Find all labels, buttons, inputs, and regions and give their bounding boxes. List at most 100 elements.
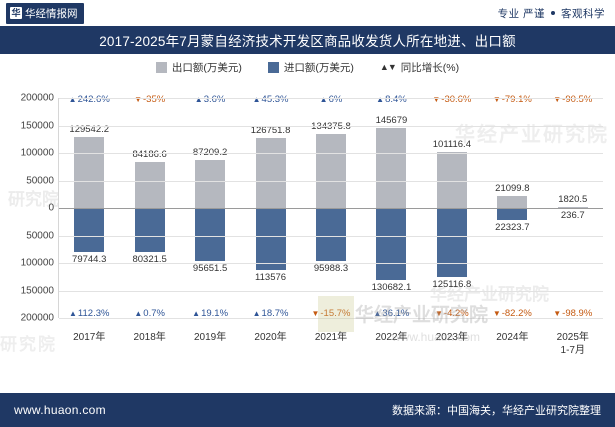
growth-value-text: 19.1%: [201, 308, 229, 319]
growth-value-text: -90.5%: [562, 94, 593, 105]
chart-title: 2017-2025年7月蒙自经济技术开发区商品收发货人所在地进、出口额: [0, 26, 615, 54]
x-axis-label-group: 2024年: [496, 332, 528, 345]
triangle-up-icon: ▲: [252, 308, 261, 318]
export-bar[interactable]: [195, 160, 226, 208]
bar-column[interactable]: 126751.8 113576 ▲ 45.3% ▲ 18.7% 2020年: [240, 94, 300, 343]
legend-label-export: 出口额(万美元): [171, 61, 242, 74]
triangle-up-icon: ▲: [134, 308, 143, 318]
triangle-down-icon: ▼: [492, 308, 501, 318]
export-value-label: 1820.5: [558, 193, 588, 205]
bar-column[interactable]: 87209.2 95651.5 ▲ 3.6% ▲ 19.1% 2019年: [180, 94, 240, 343]
export-growth-label: ▲ 8.4%: [376, 94, 407, 105]
y-axis-tick-label: 200000: [20, 92, 54, 104]
export-value-label: 101116.4: [432, 139, 471, 151]
growth-value-text: 18.7%: [261, 308, 289, 319]
x-axis-tick-label: 2023年: [435, 332, 468, 343]
top-bar: 华 华经情报网 专业 严谨 客观科学: [0, 0, 615, 26]
triangle-up-icon: ▲: [68, 94, 77, 104]
x-axis-tick-label: 2024年: [496, 332, 529, 343]
export-bar[interactable]: [436, 152, 467, 208]
import-value-label: 95988.3: [313, 262, 349, 274]
import-bar[interactable]: [436, 208, 467, 277]
growth-value-text: 0.7%: [143, 308, 165, 319]
growth-value-text: 112.3%: [77, 308, 110, 319]
tagline-1: 专业 严谨: [497, 7, 545, 20]
triangle-up-icon: ▲: [252, 94, 261, 104]
bar-column[interactable]: 101116.4 125116.8 ▼ -30.6% ▼ -4.2% 2023年: [422, 94, 482, 343]
import-value-label: 22323.7: [495, 222, 530, 234]
import-bar[interactable]: [195, 208, 226, 261]
import-value-label: 236.7: [560, 210, 585, 222]
y-axis-tick-label: 150000: [20, 285, 54, 296]
import-bar[interactable]: [74, 208, 105, 252]
import-value-label: 125116.8: [432, 278, 472, 290]
x-axis-label-group: 2025年 1-7月: [557, 332, 589, 357]
import-bar[interactable]: [497, 208, 528, 221]
x-axis-label-group: 2021年: [315, 332, 347, 345]
import-bar[interactable]: [376, 208, 407, 280]
bar-column[interactable]: 145679 130682.1 ▲ 8.4% ▲ 36.1% 2022年: [361, 94, 421, 343]
export-bar[interactable]: [134, 161, 165, 208]
legend-item-import[interactable]: 进口额(万美元): [267, 60, 354, 75]
gridline: [59, 98, 603, 99]
growth-value-text: -35%: [143, 94, 166, 105]
import-bar[interactable]: [255, 208, 286, 271]
export-growth-label: ▲ 45.3%: [253, 94, 289, 105]
import-value-label: 80321.5: [132, 254, 167, 266]
x-axis-tick-label: 2021年: [314, 332, 348, 343]
export-value-label: 145679: [375, 114, 408, 126]
x-axis-tick-sublabel: 1-7月: [560, 344, 585, 356]
import-growth-label: ▼ -82.2%: [493, 308, 532, 319]
growth-value-text: -79.1%: [501, 94, 532, 105]
growth-value-text: 45.3%: [261, 94, 289, 105]
triangle-down-icon: ▼: [492, 94, 501, 104]
x-axis-tick-label: 2022年: [375, 332, 408, 343]
bar-column[interactable]: 84186.6 80321.5 ▼ -35% ▲ 0.7% 2018年: [119, 94, 179, 343]
triangle-up-icon: ▲: [69, 308, 77, 318]
legend-item-growth[interactable]: ▲▼ 同比增长(%): [380, 60, 459, 75]
legend-label-import: 进口额(万美元): [283, 61, 354, 74]
import-value-label: 130682.1: [371, 281, 412, 293]
footer-site[interactable]: www.huaon.com: [14, 403, 106, 417]
import-bar[interactable]: [134, 208, 165, 253]
gridline: [59, 263, 603, 264]
triangle-marker-icon: ▲▼: [379, 62, 397, 72]
export-growth-label: ▼ -35%: [134, 94, 165, 105]
export-bar[interactable]: [255, 138, 286, 208]
gridline: [59, 318, 603, 319]
bar-group: 129542.2 79744.3 ▲ 242.6% ▲ 112.3% 2017年 84186.…: [59, 94, 603, 356]
growth-value-text: -30.6%: [441, 94, 472, 105]
bar-column[interactable]: 129542.2 79744.3 ▲ 242.6% ▲ 112.3% 2017年: [59, 94, 119, 343]
footer-source: 数据来源：中国海关，华经产业研究院整理: [392, 405, 601, 417]
export-bar[interactable]: [497, 196, 528, 208]
bar-column[interactable]: 134375.8 95988.3 ▲ 6% ▼ -15.7% 2021年: [301, 94, 361, 343]
bar-column[interactable]: 1820.5 236.7 ▼ -90.5% ▼ -98.9% 2025年 1-7月: [543, 94, 603, 356]
triangle-down-icon: ▼: [311, 308, 320, 318]
triangle-down-icon: ▼: [134, 94, 143, 104]
x-axis-label-group: 2018年: [134, 332, 166, 345]
gridline: [59, 153, 603, 154]
export-bar[interactable]: [557, 206, 588, 208]
y-axis-tick-label: 200000: [20, 312, 54, 324]
export-growth-label: ▼ -90.5%: [553, 94, 592, 105]
import-growth-label: ▲ 19.1%: [192, 308, 228, 319]
x-axis-label-group: 2017年: [73, 332, 105, 345]
tagline: 专业 严谨 客观科学: [498, 6, 605, 21]
triangle-down-icon: ▼: [432, 94, 441, 104]
export-bar[interactable]: [376, 127, 407, 208]
triangle-up-icon: ▲: [319, 94, 328, 104]
export-growth-label: ▲ 3.6%: [195, 94, 226, 105]
x-axis-label-group: 2020年: [254, 332, 286, 345]
import-growth-label: ▼ -15.7%: [311, 308, 350, 319]
import-bar[interactable]: [315, 208, 346, 261]
export-bar[interactable]: [74, 136, 105, 208]
bar-column[interactable]: 21099.8 22323.7 ▼ -79.1% ▼ -82.2% 2024年: [482, 94, 542, 343]
x-axis-tick-label: 2025年: [556, 332, 589, 343]
chart-legend: 出口额(万美元) 进口额(万美元) ▲▼ 同比增长(%): [0, 54, 615, 80]
legend-item-export[interactable]: 出口额(万美元): [155, 60, 242, 75]
export-value-label: 87209.2: [192, 147, 228, 159]
export-bar[interactable]: [315, 134, 346, 208]
growth-value-text: -15.7%: [320, 308, 351, 319]
import-value-label: 79744.3: [72, 253, 107, 265]
